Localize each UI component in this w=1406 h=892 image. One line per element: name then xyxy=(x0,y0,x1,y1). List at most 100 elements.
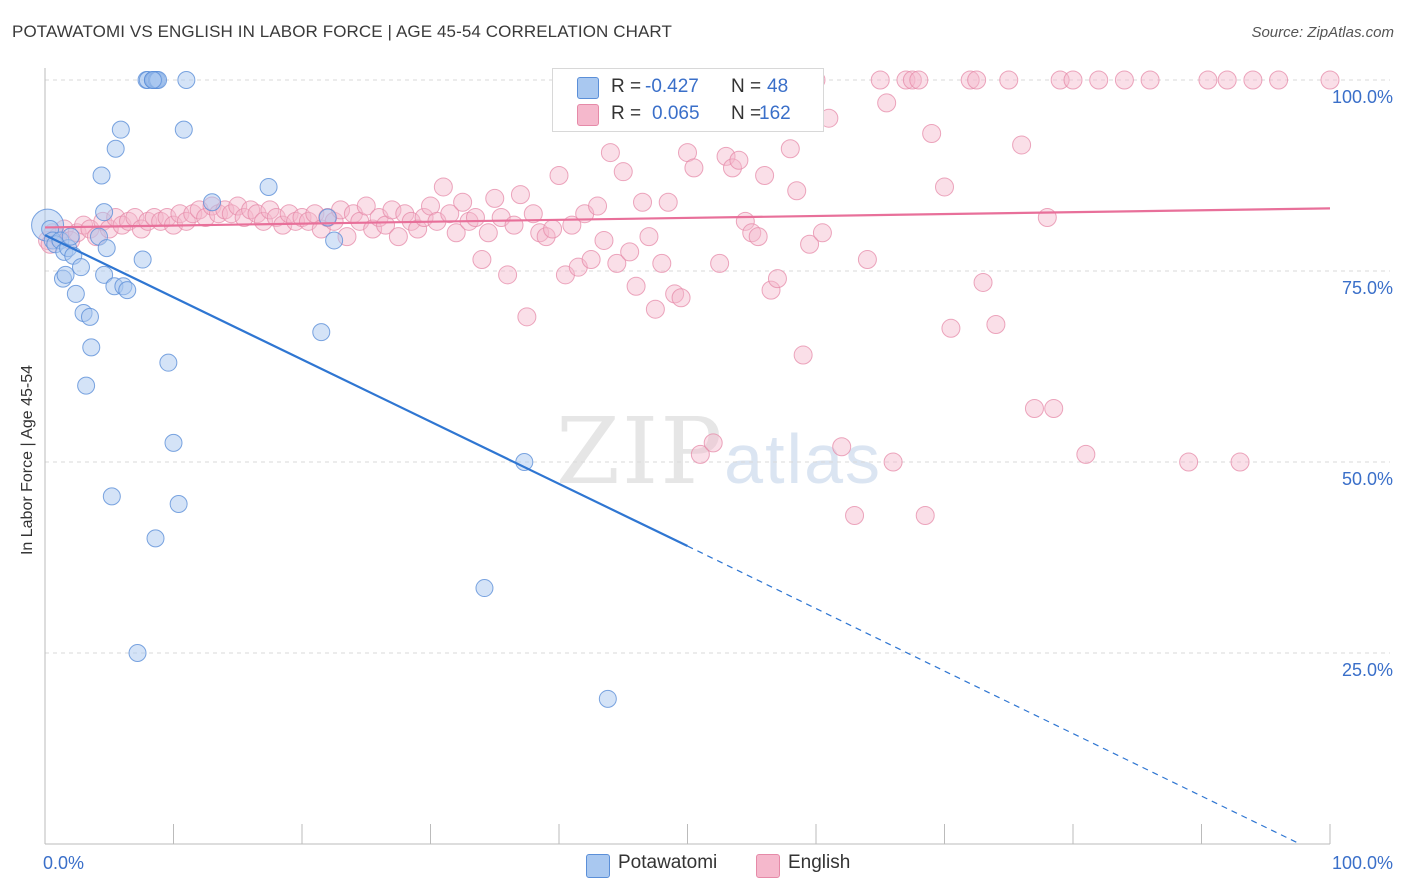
potawatomi-point xyxy=(61,227,80,246)
potawatomi-point xyxy=(111,120,130,139)
y-axis-label: In Labor Force | Age 45-54 xyxy=(19,364,36,556)
english-point xyxy=(787,181,807,201)
english-point xyxy=(498,265,518,285)
english-points xyxy=(38,70,1340,525)
english-point xyxy=(941,318,961,338)
english-point xyxy=(639,227,659,247)
trend-lines xyxy=(44,207,1331,845)
english-point xyxy=(1230,452,1250,472)
english-point xyxy=(780,139,800,159)
english-point xyxy=(273,215,293,235)
potawatomi-trend-extension xyxy=(687,545,1301,845)
english-point xyxy=(671,288,691,308)
english-point xyxy=(260,200,280,220)
potawatomi-point xyxy=(143,71,162,89)
english-point xyxy=(722,158,742,178)
potawatomi-point xyxy=(475,579,494,598)
english-point xyxy=(626,276,646,296)
potawatomi-point xyxy=(77,376,96,395)
potawatomi-point xyxy=(128,644,147,662)
english-point xyxy=(478,223,498,243)
potawatomi-point xyxy=(95,203,114,222)
english-point xyxy=(645,299,665,319)
potawatomi-point xyxy=(92,166,111,185)
legend-r-value: 0.065 xyxy=(652,103,700,124)
english-point xyxy=(1179,452,1199,472)
potawatomi-point xyxy=(159,353,178,372)
english-point xyxy=(581,250,601,270)
legend-n-value: 48 xyxy=(767,76,789,97)
english-point xyxy=(523,204,543,224)
potawatomi-point xyxy=(106,139,125,158)
legend-swatch-potawatomi xyxy=(577,77,599,99)
english-point xyxy=(658,192,678,212)
english-point xyxy=(1089,70,1109,90)
english-point xyxy=(549,166,569,185)
bottom-label-english: English xyxy=(788,852,851,873)
potawatomi-point xyxy=(177,71,196,89)
english-point xyxy=(922,123,942,143)
english-point xyxy=(1037,208,1057,228)
legend-n-label: N = xyxy=(731,103,762,124)
english-point xyxy=(1114,70,1134,90)
english-point xyxy=(221,204,241,224)
english-point xyxy=(812,223,832,243)
english-point xyxy=(986,314,1006,334)
english-point xyxy=(748,227,768,247)
english-point xyxy=(652,253,672,273)
potawatomi-point xyxy=(97,239,116,258)
english-point xyxy=(845,505,865,525)
legend-n-value: 162 xyxy=(759,103,791,124)
legend-r-label: R = xyxy=(611,103,642,124)
potawatomi-point xyxy=(102,487,121,506)
potawatomi-point xyxy=(325,231,344,250)
english-point xyxy=(915,505,935,525)
x-tick-label: 0.0% xyxy=(43,853,84,873)
potawatomi-point xyxy=(164,433,183,452)
english-point xyxy=(279,204,299,224)
potawatomi-point xyxy=(169,495,188,514)
legend-row-potawatomi: R = -0.427 N = 48 xyxy=(553,75,823,101)
english-point xyxy=(446,223,466,243)
english-point xyxy=(1140,70,1160,90)
english-point xyxy=(388,227,408,247)
english-point xyxy=(465,208,485,228)
english-point xyxy=(883,452,903,472)
potawatomi-point xyxy=(56,265,75,284)
bottom-swatch-english xyxy=(756,854,780,878)
english-point xyxy=(266,208,286,228)
english-point xyxy=(1063,70,1083,90)
english-point xyxy=(973,272,993,292)
english-point xyxy=(536,227,556,247)
stats-legend: R = -0.427 N = 48 R = 0.065 N = 162 xyxy=(552,68,824,132)
x-tick-label: 100.0% xyxy=(1332,853,1393,873)
potawatomi-point xyxy=(82,338,101,357)
english-point xyxy=(504,215,524,235)
english-point xyxy=(960,70,980,90)
english-point xyxy=(761,280,781,300)
english-point xyxy=(472,250,492,270)
english-point xyxy=(234,208,254,228)
english-point xyxy=(1044,399,1064,419)
english-point xyxy=(613,162,633,182)
english-point xyxy=(543,219,563,239)
english-point xyxy=(1198,70,1218,90)
english-point xyxy=(755,166,775,185)
y-tick-label: 25.0% xyxy=(1342,660,1393,680)
english-point xyxy=(1024,399,1044,419)
potawatomi-point xyxy=(203,193,222,212)
english-point xyxy=(633,192,653,212)
english-point xyxy=(453,192,473,212)
potawatomi-point xyxy=(80,307,99,326)
english-point xyxy=(247,204,267,224)
watermark-atlas: atlas xyxy=(724,420,883,498)
potawatomi-point xyxy=(312,323,331,342)
watermark-zip: ZIP xyxy=(556,398,725,505)
watermark: ZIPatlas xyxy=(556,398,882,505)
tick-labels: 100.0% 75.0% 50.0% 25.0% 0.0% 100.0% xyxy=(43,87,1393,873)
english-point xyxy=(684,158,704,178)
english-point xyxy=(1269,70,1289,90)
english-point xyxy=(793,345,813,365)
english-point xyxy=(729,150,749,170)
